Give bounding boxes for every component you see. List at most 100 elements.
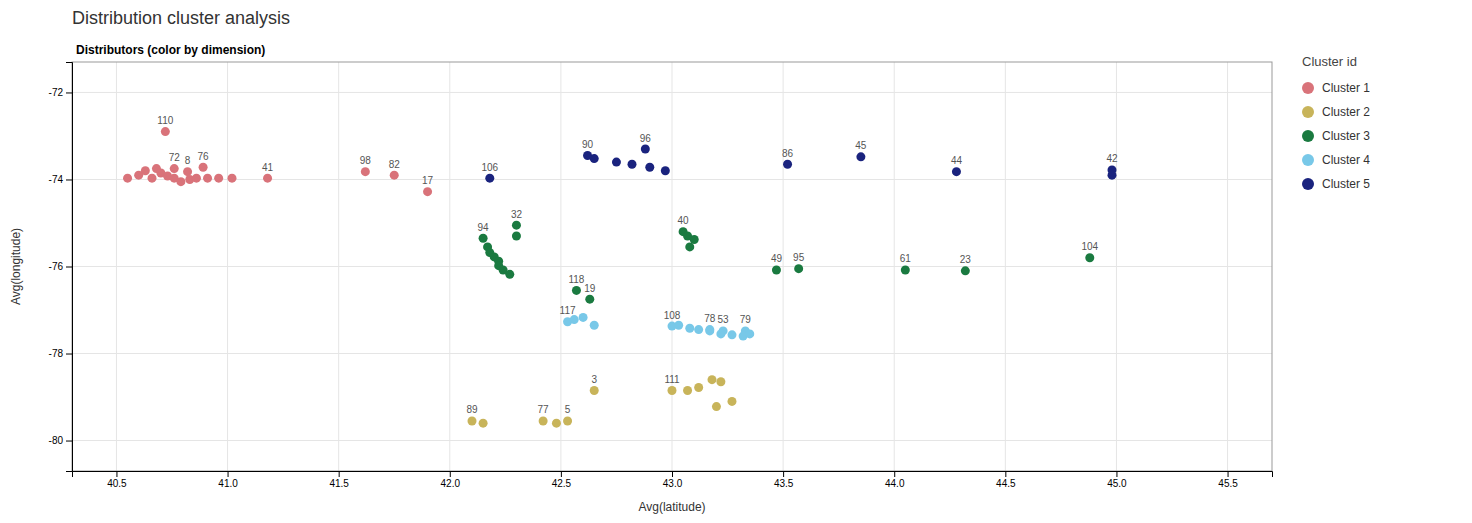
tick-mark: [1228, 471, 1229, 477]
point: [685, 242, 694, 251]
point: [716, 329, 725, 338]
annotation: 111: [664, 374, 680, 385]
annotations: 1107287641988217897753111943211819404995…: [157, 115, 1118, 415]
annotation: 53: [718, 314, 730, 325]
point: [590, 154, 599, 163]
tick-label: 41.0: [218, 478, 238, 489]
tick: 42.5: [552, 471, 572, 489]
annotation: 98: [360, 155, 372, 166]
point: [708, 375, 717, 384]
y-axis: -72-74-76-78-80: [49, 63, 73, 472]
point: [694, 325, 703, 334]
tick-label: 42.5: [552, 478, 572, 489]
annotation: 89: [466, 404, 478, 415]
annotation: 104: [1081, 241, 1098, 252]
point: [641, 145, 650, 154]
tick: 45.5: [1218, 471, 1238, 489]
series: [485, 145, 1116, 183]
annotation: 118: [568, 274, 584, 285]
point: [1108, 171, 1117, 180]
point: [728, 330, 737, 339]
point: [479, 234, 488, 243]
tick-mark: [783, 471, 784, 477]
x-axis: 40.541.041.542.042.543.043.544.044.545.0…: [73, 471, 1273, 489]
title: Distribution cluster analysis: [72, 8, 290, 28]
grid: [72, 62, 1272, 471]
annotation: 44: [951, 155, 963, 166]
tick-label: 44.0: [885, 478, 905, 489]
tick: 41.5: [329, 471, 349, 489]
point: [572, 286, 581, 295]
chart: 40.541.041.542.042.543.043.544.044.545.0…: [0, 0, 1472, 523]
point: [505, 270, 514, 279]
tick-mark: [339, 471, 340, 477]
point: [668, 386, 677, 395]
tick-mark: [66, 92, 72, 93]
grid-line: [72, 179, 1272, 180]
tick-label: -78: [49, 348, 64, 359]
legend-swatch: [1302, 178, 1314, 190]
tick-mark: [66, 354, 72, 355]
point: [856, 152, 865, 161]
annotation: 82: [389, 159, 401, 170]
point: [176, 177, 185, 186]
point: [705, 326, 714, 335]
point: [645, 163, 654, 172]
annotation: 23: [960, 254, 972, 265]
point: [485, 174, 494, 183]
point: [512, 221, 521, 230]
point: [590, 321, 599, 330]
legend: Cluster idCluster 1Cluster 2Cluster 3Clu…: [1302, 54, 1370, 191]
grid-line: [72, 266, 1272, 267]
point: [170, 164, 179, 173]
x-axis-title: Avg(latitude): [638, 500, 705, 514]
tick: 43.5: [774, 471, 794, 489]
tick: -76: [49, 261, 72, 272]
tick-mark: [228, 471, 229, 477]
y-axis-title: Avg(longitude): [9, 228, 23, 305]
annotation: 32: [511, 209, 523, 220]
legend-label: Cluster 5: [1322, 177, 1370, 191]
point: [685, 324, 694, 333]
annotation: 72: [169, 152, 181, 163]
point: [479, 419, 488, 428]
point: [745, 329, 754, 338]
legend-label: Cluster 4: [1322, 153, 1370, 167]
point: [772, 265, 781, 274]
legend-swatch: [1302, 106, 1314, 118]
tick-label: 45.0: [1107, 478, 1127, 489]
plot-frame: [72, 62, 1272, 471]
point: [694, 383, 703, 392]
point: [716, 377, 725, 386]
point: [552, 419, 561, 428]
points: [123, 127, 1116, 428]
point: [214, 174, 223, 183]
annotation: 90: [582, 139, 594, 150]
annotation: 5: [565, 404, 571, 415]
tick: 45.0: [1107, 471, 1127, 489]
legend-item: Cluster 1: [1302, 81, 1370, 95]
series: [123, 127, 432, 196]
tick-label: -76: [49, 261, 64, 272]
legend-swatch: [1302, 154, 1314, 166]
tick: -78: [49, 348, 72, 359]
annotation: 61: [900, 253, 912, 264]
tick: 41.0: [218, 471, 238, 489]
subtitle: Distributors (color by dimension): [76, 43, 265, 57]
point: [192, 174, 201, 183]
legend-title: Cluster id: [1302, 54, 1357, 69]
grid-line: [72, 92, 1272, 93]
series: [479, 221, 1095, 304]
axis-line: [66, 63, 73, 472]
tick-label: 40.5: [107, 478, 127, 489]
point: [423, 187, 432, 196]
point: [612, 158, 621, 167]
annotation: 77: [538, 404, 550, 415]
point: [570, 315, 579, 324]
grid-line: [72, 440, 1272, 441]
point: [794, 264, 803, 273]
tick-label: 45.5: [1218, 478, 1238, 489]
point: [961, 266, 970, 275]
annotation: 42: [1106, 153, 1118, 164]
legend-label: Cluster 3: [1322, 129, 1370, 143]
